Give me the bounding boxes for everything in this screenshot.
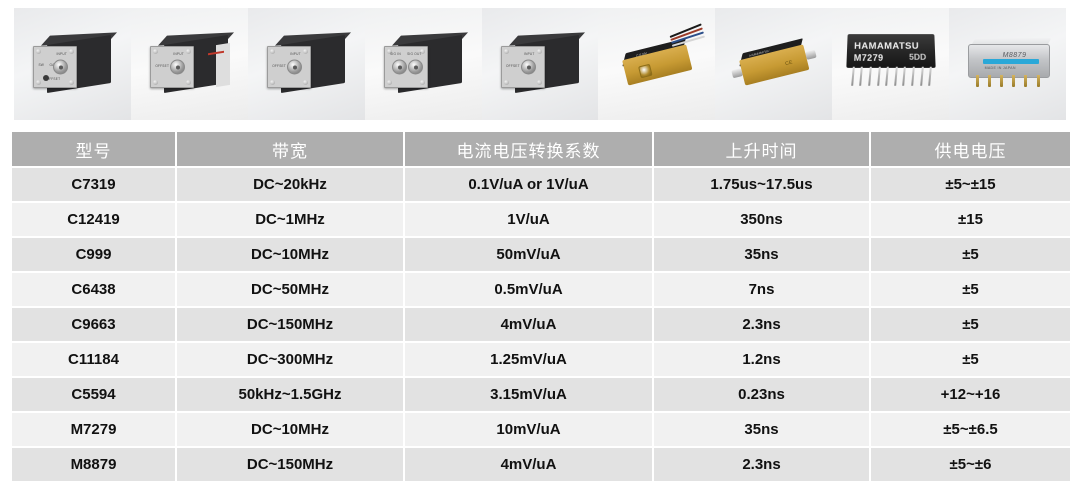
cell-conversion: 50mV/uA (405, 238, 652, 271)
cell-model: M8879 (12, 448, 175, 481)
black-box-amplifier-icon: INPUT SW GAIN OFFSET (31, 32, 118, 94)
product-photo-m8879: M8879 MADE IN JAPAN (949, 8, 1067, 120)
cell-conversion: 1V/uA (405, 203, 652, 236)
column-header-supply: 供电电压 (871, 132, 1070, 166)
table-header: 型号 带宽 电流电压转换系数 上升时间 供电电压 (12, 132, 1070, 166)
cell-model: C7319 (12, 168, 175, 201)
cell-rise-time: 2.3ns (654, 448, 869, 481)
column-header-rise-time: 上升时间 (654, 132, 869, 166)
cell-conversion: 1.25mV/uA (405, 343, 652, 376)
cell-bandwidth: DC~50MHz (177, 273, 403, 306)
cell-model: C11184 (12, 343, 175, 376)
cell-rise-time: 2.3ns (654, 308, 869, 341)
sip-chip-icon: HAMAMATSU M7279 5DD (843, 34, 939, 90)
table-row: C11184 DC~300MHz 1.25mV/uA 1.2ns ±5 (12, 343, 1070, 376)
cell-bandwidth: DC~150MHz (177, 448, 403, 481)
table-body: C7319 DC~20kHz 0.1V/uA or 1V/uA 1.75us~1… (12, 168, 1070, 481)
table-row: C999 DC~10MHz 50mV/uA 35ns ±5 (12, 238, 1070, 271)
product-photo-c9663: INPUT OFFSET (481, 8, 599, 120)
cell-supply: ±5 (871, 343, 1070, 376)
amplifier-specification-table: 型号 带宽 电流电压转换系数 上升时间 供电电压 C7319 DC~20kHz … (10, 130, 1072, 483)
metal-can-module-icon: M8879 MADE IN JAPAN (962, 38, 1054, 90)
cell-bandwidth: DC~10MHz (177, 413, 403, 446)
cell-supply: ±5 (871, 273, 1070, 306)
table-row: C6438 DC~50MHz 0.5mV/uA 7ns ±5 (12, 273, 1070, 306)
table-row: C5594 50kHz~1.5GHz 3.15mV/uA 0.23ns +12~… (12, 378, 1070, 411)
cell-rise-time: 1.75us~17.5us (654, 168, 869, 201)
product-photo-c7319: INPUT SW GAIN OFFSET (14, 8, 131, 120)
cell-rise-time: 350ns (654, 203, 869, 236)
black-box-amplifier-icon: INPUT OFFSET (148, 32, 235, 94)
product-photo-strip: INPUT SW GAIN OFFSET INPUT OFFSET (14, 8, 1067, 120)
table-row: C7319 DC~20kHz 0.1V/uA or 1V/uA 1.75us~1… (12, 168, 1070, 201)
black-box-amplifier-dual-icon: SIG IN SIG OUT (382, 32, 469, 94)
cell-supply: ±5~±6.5 (871, 413, 1070, 446)
cell-model: C12419 (12, 203, 175, 236)
cell-conversion: 4mV/uA (405, 308, 652, 341)
cell-supply: ±5 (871, 308, 1070, 341)
product-photo-c6438: SIG IN SIG OUT (364, 8, 482, 120)
cell-supply: ±15 (871, 203, 1070, 236)
cell-model: M7279 (12, 413, 175, 446)
product-photo-c999: INPUT OFFSET (247, 8, 365, 120)
gold-module-sma-icon: HAMAMATSU C5594 CE (727, 34, 820, 94)
cell-conversion: 4mV/uA (405, 448, 652, 481)
product-photo-c12419: INPUT OFFSET (130, 8, 248, 120)
cell-rise-time: 35ns (654, 238, 869, 271)
cell-conversion: 0.1V/uA or 1V/uA (405, 168, 652, 201)
cell-conversion: 0.5mV/uA (405, 273, 652, 306)
cell-supply: ±5~±15 (871, 168, 1070, 201)
product-photo-m7279: HAMAMATSU M7279 5DD (832, 8, 950, 120)
cell-bandwidth: DC~150MHz (177, 308, 403, 341)
cell-bandwidth: 50kHz~1.5GHz (177, 378, 403, 411)
cell-rise-time: 1.2ns (654, 343, 869, 376)
cell-model: C5594 (12, 378, 175, 411)
cell-model: C9663 (12, 308, 175, 341)
cell-model: C6438 (12, 273, 175, 306)
black-box-amplifier-icon: INPUT OFFSET (499, 32, 586, 94)
cell-rise-time: 35ns (654, 413, 869, 446)
cell-rise-time: 7ns (654, 273, 869, 306)
column-header-conversion: 电流电压转换系数 (405, 132, 652, 166)
gold-module-wired-icon: C11184 (610, 23, 705, 94)
table-row: M7279 DC~10MHz 10mV/uA 35ns ±5~±6.5 (12, 413, 1070, 446)
cell-supply: ±5~±6 (871, 448, 1070, 481)
product-photo-c11184: C11184 (598, 8, 716, 120)
table-row: C12419 DC~1MHz 1V/uA 350ns ±15 (12, 203, 1070, 236)
cell-rise-time: 0.23ns (654, 378, 869, 411)
cell-conversion: 10mV/uA (405, 413, 652, 446)
cell-bandwidth: DC~10MHz (177, 238, 403, 271)
cell-supply: ±5 (871, 238, 1070, 271)
table-row: C9663 DC~150MHz 4mV/uA 2.3ns ±5 (12, 308, 1070, 341)
cell-model: C999 (12, 238, 175, 271)
cell-conversion: 3.15mV/uA (405, 378, 652, 411)
cell-bandwidth: DC~20kHz (177, 168, 403, 201)
cell-bandwidth: DC~1MHz (177, 203, 403, 236)
cell-bandwidth: DC~300MHz (177, 343, 403, 376)
product-photo-c5594: HAMAMATSU C5594 CE (715, 8, 833, 120)
cell-supply: +12~+16 (871, 378, 1070, 411)
black-box-amplifier-icon: INPUT OFFSET (265, 32, 352, 94)
table-row: M8879 DC~150MHz 4mV/uA 2.3ns ±5~±6 (12, 448, 1070, 481)
column-header-bandwidth: 带宽 (177, 132, 403, 166)
column-header-model: 型号 (12, 132, 175, 166)
table-header-row: 型号 带宽 电流电压转换系数 上升时间 供电电压 (12, 132, 1070, 166)
